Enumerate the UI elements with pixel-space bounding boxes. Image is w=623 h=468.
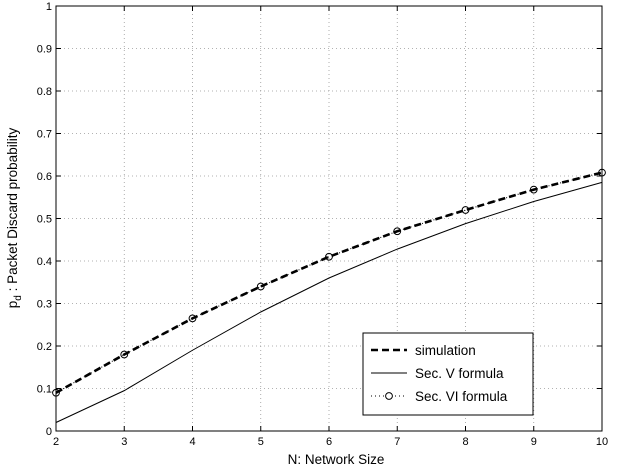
legend-label-simulation: simulation — [415, 343, 476, 358]
legend: simulation Sec. V formula Sec. VI formula — [362, 332, 534, 416]
x-tick-label: 5 — [258, 436, 264, 448]
x-axis-label: N: Network Size — [288, 452, 385, 467]
y-tick-label: 0 — [46, 426, 52, 438]
x-tick-label: 3 — [121, 436, 127, 448]
legend-marker-sec-vi-formula — [385, 392, 393, 400]
y-tick-label: 0.2 — [37, 341, 52, 353]
y-tick-label: 0.1 — [37, 384, 52, 396]
series-point-sec-vi-formula — [325, 252, 333, 261]
y-axis-label-subscript: d — [13, 295, 24, 301]
tick-marks — [55, 5, 603, 432]
tick-labels: 2 3 4 5 6 7 8 9 10 0 0.1 0.2 0.3 0.4 0.5 0.6 0.7 0.8 0.9 1 — [37, 1, 608, 448]
x-tick-label: 6 — [326, 436, 332, 448]
y-tick-label: 1 — [46, 1, 52, 13]
y-tick-label: 0.5 — [37, 214, 52, 226]
y-axis-label-rest: : Packet Discard probability — [5, 128, 20, 296]
x-tick-label: 2 — [53, 436, 59, 448]
series-point-sec-vi-formula — [461, 206, 470, 214]
series-point-sec-vi-formula — [529, 185, 538, 194]
y-tick-label: 0.9 — [37, 44, 52, 56]
legend-label-sec-vi-formula: Sec. VI formula — [415, 389, 508, 404]
x-tick-label: 10 — [596, 436, 608, 448]
y-tick-label: 0.8 — [37, 86, 52, 98]
legend-label-sec-v-formula: Sec. V formula — [415, 366, 504, 381]
y-axis-label: pd : Packet Discard probability — [5, 128, 24, 309]
y-tick-label: 0.7 — [37, 129, 52, 141]
y-tick-label: 0.6 — [37, 171, 52, 183]
series-point-sec-vi-formula — [256, 282, 265, 291]
x-tick-label: 9 — [531, 436, 537, 448]
y-tick-label: 0.3 — [37, 299, 52, 311]
x-tick-label: 4 — [189, 436, 195, 448]
series-point-sec-vi-formula — [120, 350, 129, 359]
series-line-simulation — [55, 171, 603, 394]
series-line-sec-v-formula — [55, 181, 603, 423]
y-tick-label: 0.4 — [37, 256, 52, 268]
series-point-sec-vi-formula — [188, 314, 197, 323]
series-point-sec-vi-formula — [393, 227, 402, 236]
x-tick-label: 7 — [394, 436, 400, 448]
x-tick-label: 8 — [462, 436, 468, 448]
y-axis-label-main: p — [5, 301, 20, 309]
legend-box — [362, 332, 534, 416]
